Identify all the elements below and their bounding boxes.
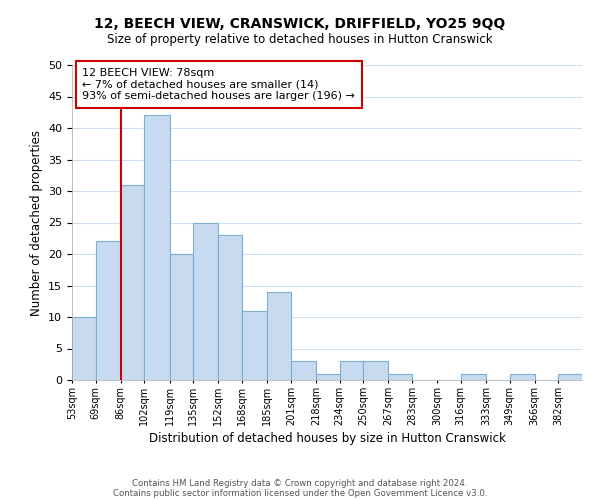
- Bar: [509, 374, 535, 380]
- Text: 12 BEECH VIEW: 78sqm
← 7% of detached houses are smaller (14)
93% of semi-detach: 12 BEECH VIEW: 78sqm ← 7% of detached ho…: [82, 68, 355, 102]
- Text: Contains public sector information licensed under the Open Government Licence v3: Contains public sector information licen…: [113, 488, 487, 498]
- Text: 12, BEECH VIEW, CRANSWICK, DRIFFIELD, YO25 9QQ: 12, BEECH VIEW, CRANSWICK, DRIFFIELD, YO…: [94, 18, 506, 32]
- Bar: [121, 184, 145, 380]
- Bar: [340, 361, 363, 380]
- Bar: [72, 317, 95, 380]
- Text: Size of property relative to detached houses in Hutton Cranswick: Size of property relative to detached ho…: [107, 32, 493, 46]
- Bar: [218, 235, 242, 380]
- Bar: [95, 242, 121, 380]
- Bar: [267, 292, 291, 380]
- Bar: [559, 374, 582, 380]
- X-axis label: Distribution of detached houses by size in Hutton Cranswick: Distribution of detached houses by size …: [149, 432, 505, 445]
- Bar: [316, 374, 340, 380]
- Bar: [145, 116, 170, 380]
- Bar: [193, 222, 218, 380]
- Bar: [461, 374, 486, 380]
- Y-axis label: Number of detached properties: Number of detached properties: [29, 130, 43, 316]
- Bar: [363, 361, 388, 380]
- Text: Contains HM Land Registry data © Crown copyright and database right 2024.: Contains HM Land Registry data © Crown c…: [132, 478, 468, 488]
- Bar: [242, 310, 267, 380]
- Bar: [170, 254, 193, 380]
- Bar: [388, 374, 412, 380]
- Bar: [291, 361, 316, 380]
